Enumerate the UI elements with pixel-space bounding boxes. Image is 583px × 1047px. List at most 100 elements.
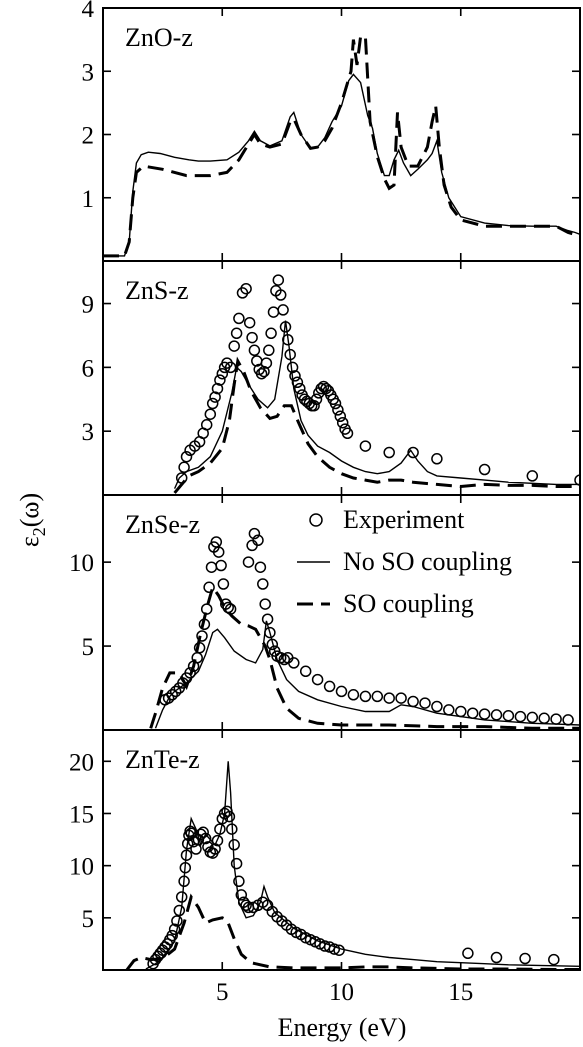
experiment-point	[254, 561, 267, 573]
experiment-point	[514, 710, 527, 723]
panel-2: 5 10 ZnSe-z	[69, 494, 581, 731]
experiment-point	[184, 667, 196, 679]
series-no-so-coupling	[145, 761, 580, 970]
experiment-point	[193, 642, 206, 654]
experiment-point	[175, 891, 188, 903]
y-axis-label-main: ε	[15, 536, 44, 547]
experiment-point	[359, 690, 372, 703]
experiment-point	[562, 714, 574, 726]
experiment-point	[277, 304, 289, 316]
panel-label: ZnTe-z	[125, 745, 200, 774]
experiment-point	[407, 695, 419, 708]
experiment-point	[243, 316, 256, 329]
experiment-point	[291, 376, 304, 389]
experiment-point	[209, 391, 221, 403]
y-tick-label: 20	[69, 749, 94, 776]
panel-1: 3 6 9 ZnS-z	[82, 260, 581, 496]
experiment-point	[206, 397, 219, 410]
legend-label: SO coupling	[343, 589, 474, 618]
experiment-point	[265, 327, 277, 340]
x-tick-label: 10	[329, 979, 354, 1006]
legend-entry-no_so: No SO coupling	[297, 547, 512, 576]
experiment-point	[341, 427, 354, 440]
experiment-point	[419, 697, 431, 709]
experiment-point	[181, 837, 194, 850]
experiment-point	[383, 692, 395, 704]
experiment-point	[279, 321, 292, 333]
experiment-point	[548, 953, 560, 966]
experiment-point	[272, 274, 285, 286]
y-tick-label: 15	[69, 801, 94, 828]
y-tick-label: 5	[82, 634, 95, 661]
experiment-point	[289, 370, 301, 382]
experiment-point	[490, 951, 503, 964]
experiment-point	[299, 665, 312, 678]
experiment-point	[215, 559, 227, 572]
experiment-point	[196, 630, 208, 642]
experiment-point	[211, 834, 224, 847]
y-axis-label-sub: 2	[29, 527, 49, 536]
y-tick-label: 5	[82, 906, 95, 933]
experiment-point	[266, 638, 279, 651]
series-so-coupling	[103, 35, 580, 258]
experiment-point	[168, 923, 181, 936]
legend-label: Experiment	[343, 505, 465, 534]
experiment-point	[166, 689, 178, 701]
experiment-point	[252, 534, 264, 547]
experiment-point	[205, 561, 218, 573]
experiment-point	[240, 899, 252, 912]
plot-area	[103, 35, 580, 258]
plot-area	[149, 527, 580, 730]
experiment-point	[175, 472, 188, 484]
legend-entry-so: SO coupling	[297, 589, 474, 618]
experiment-point	[263, 344, 275, 357]
experiment-point	[466, 707, 479, 719]
experiment-point	[383, 446, 395, 459]
experiment-point	[455, 705, 467, 718]
experiment-point	[308, 399, 320, 412]
experiment-point	[224, 361, 237, 374]
experiment-point	[335, 685, 348, 698]
experiment-point	[334, 410, 347, 423]
experiment-point	[209, 843, 221, 855]
experiment-point	[478, 463, 491, 476]
experiment-point	[257, 578, 269, 590]
experiment-point	[178, 875, 190, 888]
experiment-point	[431, 453, 443, 465]
x-tick-label: 5	[216, 979, 229, 1006]
experiment-point	[359, 440, 372, 452]
experiment-point	[224, 603, 237, 615]
experiment-point	[282, 333, 294, 346]
experiment-point	[294, 382, 306, 395]
experiment-point	[519, 952, 531, 965]
experiment-point	[333, 944, 345, 956]
experiment-point	[203, 581, 215, 594]
y-tick-label: 4	[82, 0, 95, 23]
experiment-point	[180, 849, 193, 861]
experiment-point	[200, 419, 213, 431]
legend-entry-experiment: Experiment	[309, 505, 465, 534]
y-tick-label: 10	[69, 550, 94, 577]
experiment-point	[246, 331, 258, 344]
experiment-point	[538, 712, 550, 725]
experiment-point	[286, 361, 299, 374]
legend-marker-experiment	[309, 513, 323, 527]
y-tick-label: 9	[82, 292, 95, 319]
y-tick-label: 6	[82, 355, 95, 382]
experiment-point	[233, 875, 245, 888]
experiment-point	[235, 889, 248, 901]
series-so-coupling	[173, 356, 580, 494]
experiment-point	[288, 657, 300, 669]
experiment-point	[212, 546, 225, 558]
experiment-point	[310, 393, 323, 406]
experiment-point	[258, 365, 270, 378]
experiment-point	[395, 692, 407, 704]
experiment-point	[169, 685, 182, 698]
experiment-point	[228, 839, 240, 851]
experiment-point	[199, 832, 212, 845]
experiment-point	[191, 652, 203, 664]
experiment-point	[180, 450, 193, 463]
y-tick-label: 2	[82, 123, 95, 150]
